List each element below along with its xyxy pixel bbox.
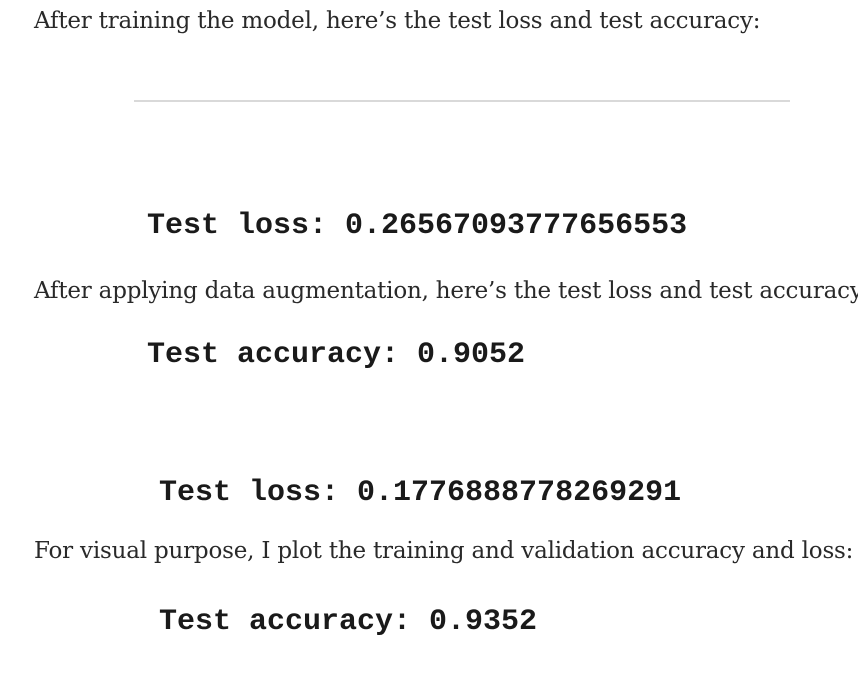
- augmentation-paragraph: After applying data augmentation, here’s…: [34, 278, 858, 304]
- test-loss-line: Test loss: 0.26567093777656553: [147, 209, 688, 243]
- test-accuracy-line: Test accuracy: 0.9052: [147, 338, 526, 372]
- test-accuracy-line: Test accuracy: 0.9352: [159, 605, 538, 639]
- intro-paragraph: After training the model, here’s the tes…: [34, 8, 761, 34]
- horizontal-divider: [134, 100, 790, 102]
- results-before-output: Test loss: 0.26567093777656553 Test accu…: [147, 119, 687, 420]
- test-loss-line: Test loss: 0.1776888778269291: [159, 476, 682, 510]
- visual-paragraph: For visual purpose, I plot the training …: [34, 538, 854, 564]
